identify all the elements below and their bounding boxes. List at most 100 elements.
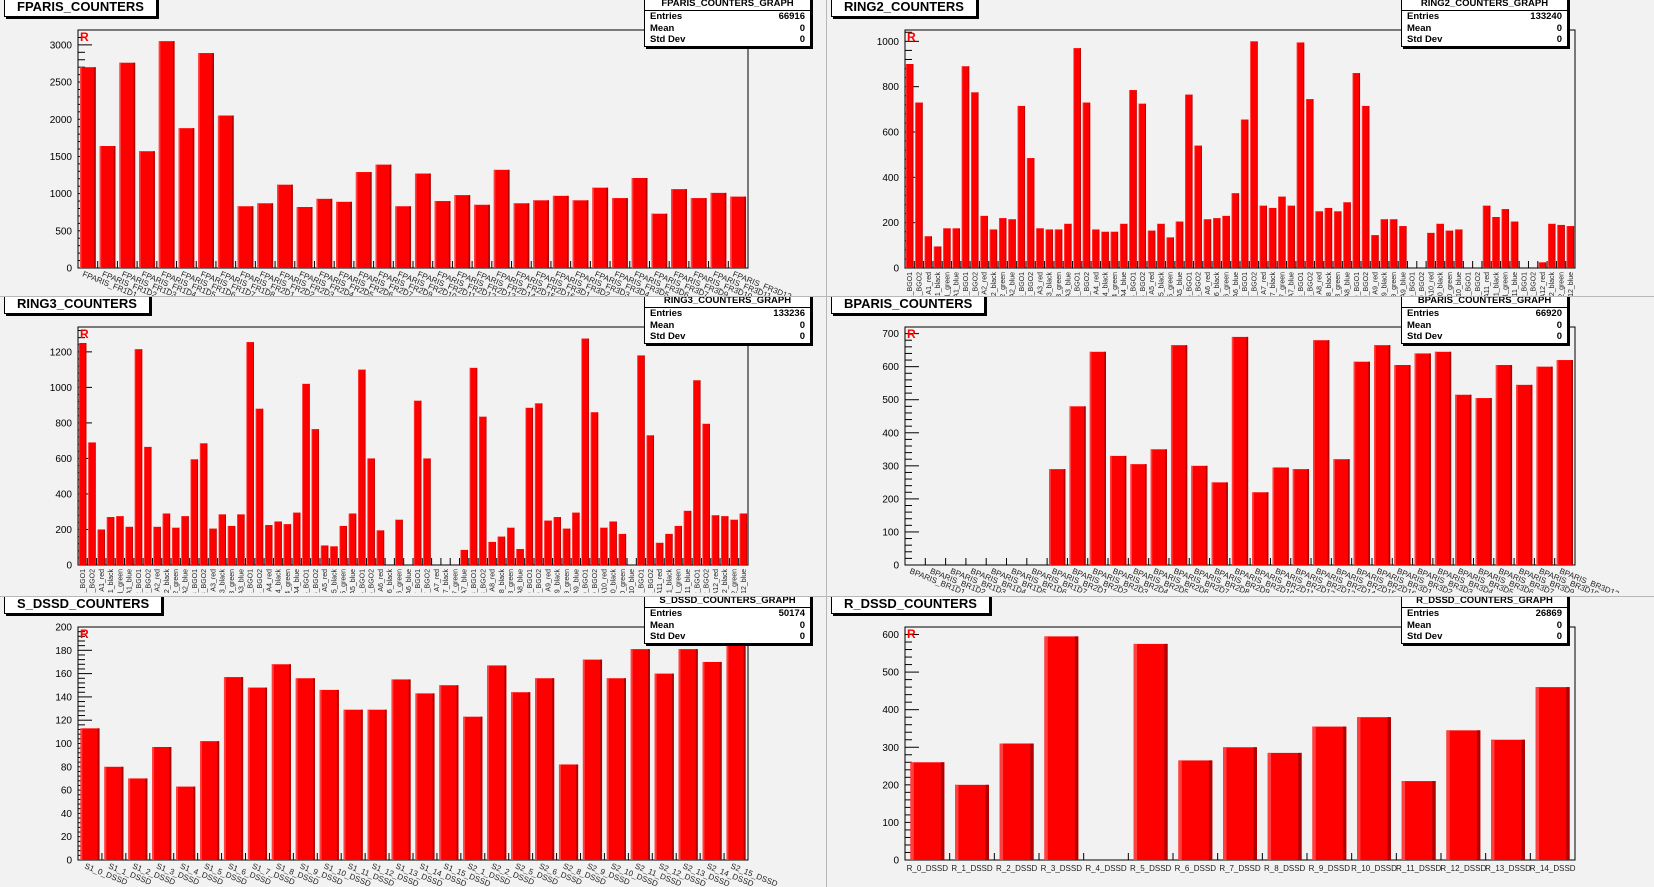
histogram-title: RING2_COUNTERS [831,0,977,17]
bar [336,201,352,268]
bar [1049,469,1066,565]
bar-highlight [119,62,121,268]
x-tick-label: A3_green [1056,272,1063,296]
bar-shadow [355,513,357,565]
bar-shadow [1461,229,1463,268]
root-marker-icon: R [907,327,916,341]
stats-box: RING2_COUNTERS_GRAPH Entries 133240 Mean 0 St… [1401,0,1568,47]
bar-body [1203,219,1212,268]
bar-shadow [1387,219,1388,268]
bar-body [181,516,189,565]
bar-shadow [1387,717,1391,860]
bar-shadow [1452,230,1454,268]
stats-name: S_DSSD_COUNTERS_GRAPH [645,597,810,608]
x-tick-label: R_5_DSSD [1130,864,1172,873]
x-tick-label: A12_green [1559,272,1566,296]
bar-highlight [1178,760,1182,860]
x-tick-label: 1_BGO1 [80,569,87,593]
bar [330,546,338,565]
bar [999,743,1034,860]
bar [1292,469,1310,565]
bar-body [1313,340,1330,565]
x-tick-label: A7_green [1279,272,1286,296]
stats-std-dev: Std Dev 0 [1402,331,1567,343]
bar-shadow [312,678,315,860]
bar-body [1130,464,1147,565]
bar-highlight [631,178,634,268]
bar-highlight [1130,464,1132,565]
bar-body [654,673,674,860]
bar-body [1150,449,1167,565]
histogram-pad[interactable]: 0 200 400 600 800 1000 1_BGO1 1_BGO2 A1_red A1_bl… [827,0,1653,296]
bar [1082,102,1091,269]
pad-divider-horizontal [0,296,1654,297]
bar [1492,217,1500,268]
x-tick-label: A5_black [331,569,338,593]
histogram-pad[interactable]: 0 100 200 300 400 500 600 700 BPARIS_BR1D1 BPARIS… [827,297,1653,593]
bar-shadow [374,458,375,565]
bar [190,459,199,565]
histogram-pad[interactable]: 0 500 1000 1500 2000 2500 3000 FPARIS_FR1D1 FPAR… [0,0,826,296]
bar-body [525,407,534,565]
pad-divider-vertical [826,0,827,887]
bar-shadow [569,528,571,565]
bar [1045,229,1053,268]
bar [1272,467,1289,565]
histogram-pad[interactable]: 0 20 40 60 80 100 120 140 160 180 200 S1_0_DSSD S1_1… [0,597,826,887]
bar-body [1482,205,1491,268]
bar-body [320,545,329,565]
histogram-pad[interactable]: 0 100 200 300 400 500 600 R_0_DSSD R_1_DSSD R_2_D… [827,597,1653,887]
bar-body [998,218,1007,268]
bar-highlight [533,200,535,268]
x-tick-label: 7_BGO2 [424,569,431,593]
bar-shadow [597,412,599,565]
x-tick-label: A12_blue [741,569,748,593]
x-tick-label: A12_black [1549,272,1556,296]
bar-highlight [1194,145,1196,268]
bar-highlight [609,521,611,565]
bar-shadow [408,679,411,860]
bar-shadow [576,764,579,860]
bar-shadow [671,533,673,565]
bar-shadow [578,512,580,565]
bar-shadow [671,673,674,860]
x-tick-label: R_9_DSSD [1309,864,1351,873]
bar-body [1352,73,1361,268]
bar [739,513,748,565]
x-tick-label: R_1_DSSD [951,864,993,873]
y-tick-label: 0 [893,856,899,867]
stats-mean-label: Mean [1407,619,1432,631]
x-tick-label: A4_blue [294,569,301,593]
bar-shadow [588,338,589,565]
bar-body [1287,205,1295,268]
bar-shadow [310,207,313,268]
x-tick-label: 6_BGO2 [1196,272,1203,296]
bar [590,412,599,565]
bar-shadow [364,369,366,565]
stats-entries: Entries 66920 [1402,308,1567,320]
bar [1166,237,1174,268]
bar-shadow [113,517,115,565]
bar [395,519,403,565]
bar-shadow [1498,217,1500,268]
bar [1211,482,1228,565]
bar-body [1296,42,1305,268]
x-tick-label: 2_BGO2 [972,272,979,296]
x-tick-label: A10_green [1447,272,1454,296]
bar-highlight [158,41,161,268]
bar-shadow [1210,219,1212,268]
histogram-pad[interactable]: 0 200 400 600 800 1000 1200 1_BGO1 1_BGO2 A1_red A… [0,297,826,593]
bar-shadow [232,115,234,268]
bar-body [1394,365,1411,565]
x-tick-label: A5_blue [350,569,357,593]
x-tick-label: A2_blue [1010,272,1017,296]
bar [144,446,152,565]
bar-highlight [367,458,369,565]
bar-highlight [1361,105,1363,268]
bar-shadow [985,784,989,860]
y-tick-label: 160 [55,669,72,680]
bar-shadow [121,766,124,860]
bar-shadow [1070,223,1072,268]
bar-shadow [647,649,650,860]
